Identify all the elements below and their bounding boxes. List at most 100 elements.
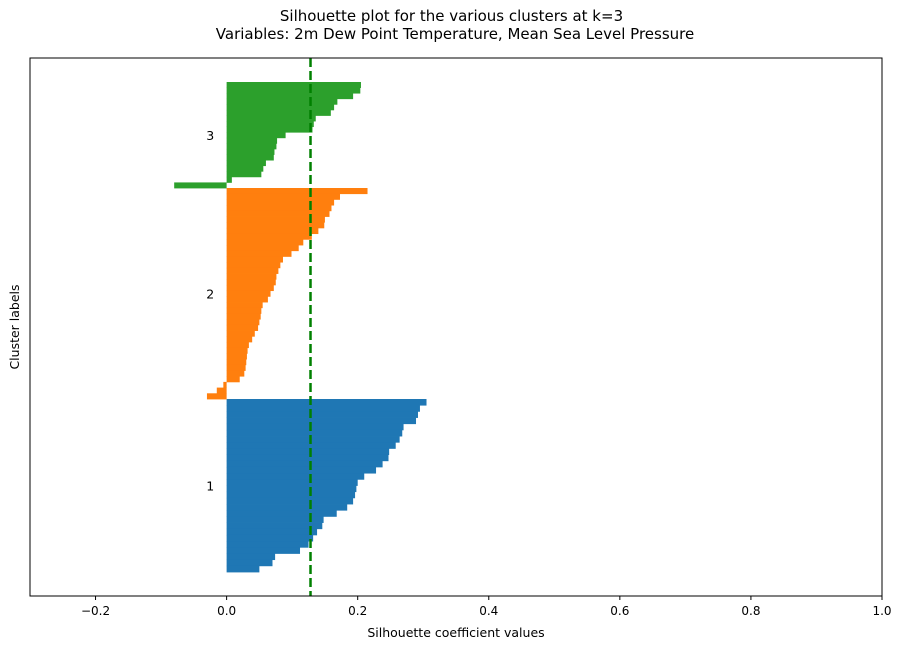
silhouette-bar-cluster-2 — [226, 347, 248, 354]
silhouette-bar-cluster-1 — [226, 528, 318, 536]
silhouette-bar-cluster-2 — [226, 330, 255, 337]
silhouette-bar-cluster-1 — [226, 565, 260, 573]
silhouette-bar-cluster-1 — [226, 417, 417, 425]
silhouette-bar-cluster-2 — [226, 353, 247, 360]
silhouette-bar-cluster-2 — [226, 296, 268, 303]
silhouette-bar-cluster-3 — [226, 115, 316, 122]
silhouette-bar-cluster-1 — [226, 559, 273, 567]
silhouette-bar-cluster-3 — [226, 93, 354, 100]
silhouette-bar-cluster-2 — [226, 256, 283, 263]
silhouette-bar-cluster-2 — [226, 250, 292, 257]
x-tick-label: 0.4 — [479, 604, 498, 618]
silhouette-bar-cluster-1 — [226, 460, 383, 468]
silhouette-bar-cluster-1 — [226, 473, 365, 480]
silhouette-bar-cluster-2 — [226, 359, 247, 366]
plot-frame — [29, 57, 883, 597]
silhouette-bar-cluster-1 — [226, 411, 418, 418]
silhouette-bar-cluster-2 — [226, 284, 274, 292]
silhouette-bar-cluster-1 — [226, 510, 337, 517]
x-axis-label: Silhouette coefficient values — [367, 625, 544, 640]
silhouette-bar-cluster-1 — [226, 423, 404, 431]
silhouette-bar-cluster-1 — [226, 547, 301, 554]
silhouette-bar-cluster-3 — [226, 104, 335, 111]
silhouette-bar-cluster-1 — [226, 541, 309, 548]
silhouette-bar-cluster-2 — [226, 319, 260, 326]
silhouette-bar-cluster-2 — [226, 193, 340, 200]
silhouette-bar-cluster-1 — [226, 442, 396, 449]
silhouette-bar-cluster-2 — [226, 364, 246, 371]
silhouette-bar-cluster-2 — [226, 233, 312, 240]
x-tick-label: 0.8 — [741, 604, 760, 618]
x-axis: −0.2 0.0 0.2 0.4 0.6 0.8 1.0 — [81, 596, 892, 618]
chart-title: Silhouette plot for the various clusters… — [280, 7, 623, 25]
silhouette-bar-cluster-2 — [226, 216, 325, 223]
silhouette-bar-cluster-2 — [226, 267, 279, 274]
silhouette-bar-cluster-2 — [226, 279, 276, 286]
silhouette-bar-cluster-3 — [226, 126, 313, 133]
y-axis-label: Cluster labels — [7, 284, 22, 369]
silhouette-bar-cluster-2 — [206, 393, 227, 400]
silhouette-bar-cluster-2 — [226, 341, 249, 349]
silhouette-bar-cluster-3 — [226, 148, 275, 155]
silhouette-bar-cluster-2 — [226, 302, 263, 309]
silhouette-bar-cluster-2 — [226, 313, 261, 320]
silhouette-bar-cluster-3 — [226, 87, 361, 94]
silhouette-bar-cluster-2 — [226, 188, 368, 195]
silhouette-bar-cluster-3 — [226, 132, 286, 139]
silhouette-bar-cluster-2 — [226, 370, 245, 377]
silhouette-bar-cluster-1 — [226, 466, 377, 474]
silhouette-bar-cluster-3 — [226, 98, 338, 105]
silhouette-bar-cluster-3 — [226, 137, 278, 144]
silhouette-bar-cluster-2 — [226, 336, 253, 343]
cluster-label-3: 3 — [206, 128, 214, 143]
silhouette-bar-cluster-1 — [226, 504, 348, 511]
silhouette-bar-cluster-1 — [226, 479, 358, 486]
cluster-label-1: 1 — [206, 479, 214, 494]
silhouette-bar-cluster-2 — [226, 239, 304, 246]
x-tick-label: 0.0 — [217, 604, 236, 618]
silhouette-bar-cluster-2 — [226, 262, 281, 269]
x-tick-label: 1.0 — [872, 604, 891, 618]
silhouette-bar-cluster-3 — [226, 171, 262, 178]
silhouette-bar-cluster-2 — [226, 307, 262, 314]
x-tick-label: 0.2 — [348, 604, 367, 618]
silhouette-bar-cluster-2 — [226, 273, 277, 280]
silhouette-bar-cluster-2 — [223, 381, 227, 388]
silhouette-bar-cluster-1 — [226, 448, 390, 456]
silhouette-bar-cluster-3 — [226, 121, 314, 128]
silhouette-bar-cluster-1 — [226, 429, 403, 437]
silhouette-bar-cluster-1 — [226, 436, 400, 443]
silhouette-bar-cluster-2 — [226, 290, 271, 297]
silhouette-bar-cluster-2 — [226, 245, 299, 252]
chart-subtitle: Variables: 2m Dew Point Temperature, Mea… — [216, 25, 694, 43]
x-tick-label: −0.2 — [81, 604, 110, 618]
silhouette-bar-cluster-2 — [226, 210, 330, 217]
silhouette-bar-cluster-2 — [226, 205, 332, 212]
plot-area: 1 2 3 — [174, 58, 427, 596]
silhouette-bar-cluster-3 — [226, 165, 264, 172]
cluster-label-2: 2 — [206, 287, 214, 302]
silhouette-bar-cluster-1 — [226, 522, 323, 530]
silhouette-bar-cluster-3 — [226, 176, 232, 183]
silhouette-bar-cluster-1 — [226, 454, 389, 462]
silhouette-bar-cluster-2 — [226, 324, 259, 331]
silhouette-bar-cluster-1 — [226, 485, 357, 493]
silhouette-bar-cluster-2 — [226, 227, 319, 235]
silhouette-bar-cluster-3 — [174, 182, 227, 189]
silhouette-bar-cluster-3 — [226, 160, 266, 167]
silhouette-bar-cluster-2 — [216, 387, 227, 394]
silhouette-bar-cluster-3 — [226, 154, 274, 161]
silhouette-bar-cluster-2 — [226, 199, 335, 206]
silhouette-bar-cluster-1 — [226, 399, 427, 406]
silhouette-bar-cluster-3 — [226, 109, 331, 116]
silhouette-bar-cluster-3 — [226, 82, 361, 88]
silhouette-bar-cluster-1 — [226, 534, 314, 542]
silhouette-bar-cluster-2 — [226, 222, 325, 229]
silhouette-bar-cluster-1 — [226, 491, 356, 499]
silhouette-bar-cluster-1 — [226, 497, 354, 505]
silhouette-bar-cluster-1 — [226, 553, 276, 561]
silhouette-bar-cluster-3 — [226, 143, 277, 150]
silhouette-bar-cluster-1 — [226, 405, 420, 412]
silhouette-bar-cluster-2 — [226, 376, 240, 383]
